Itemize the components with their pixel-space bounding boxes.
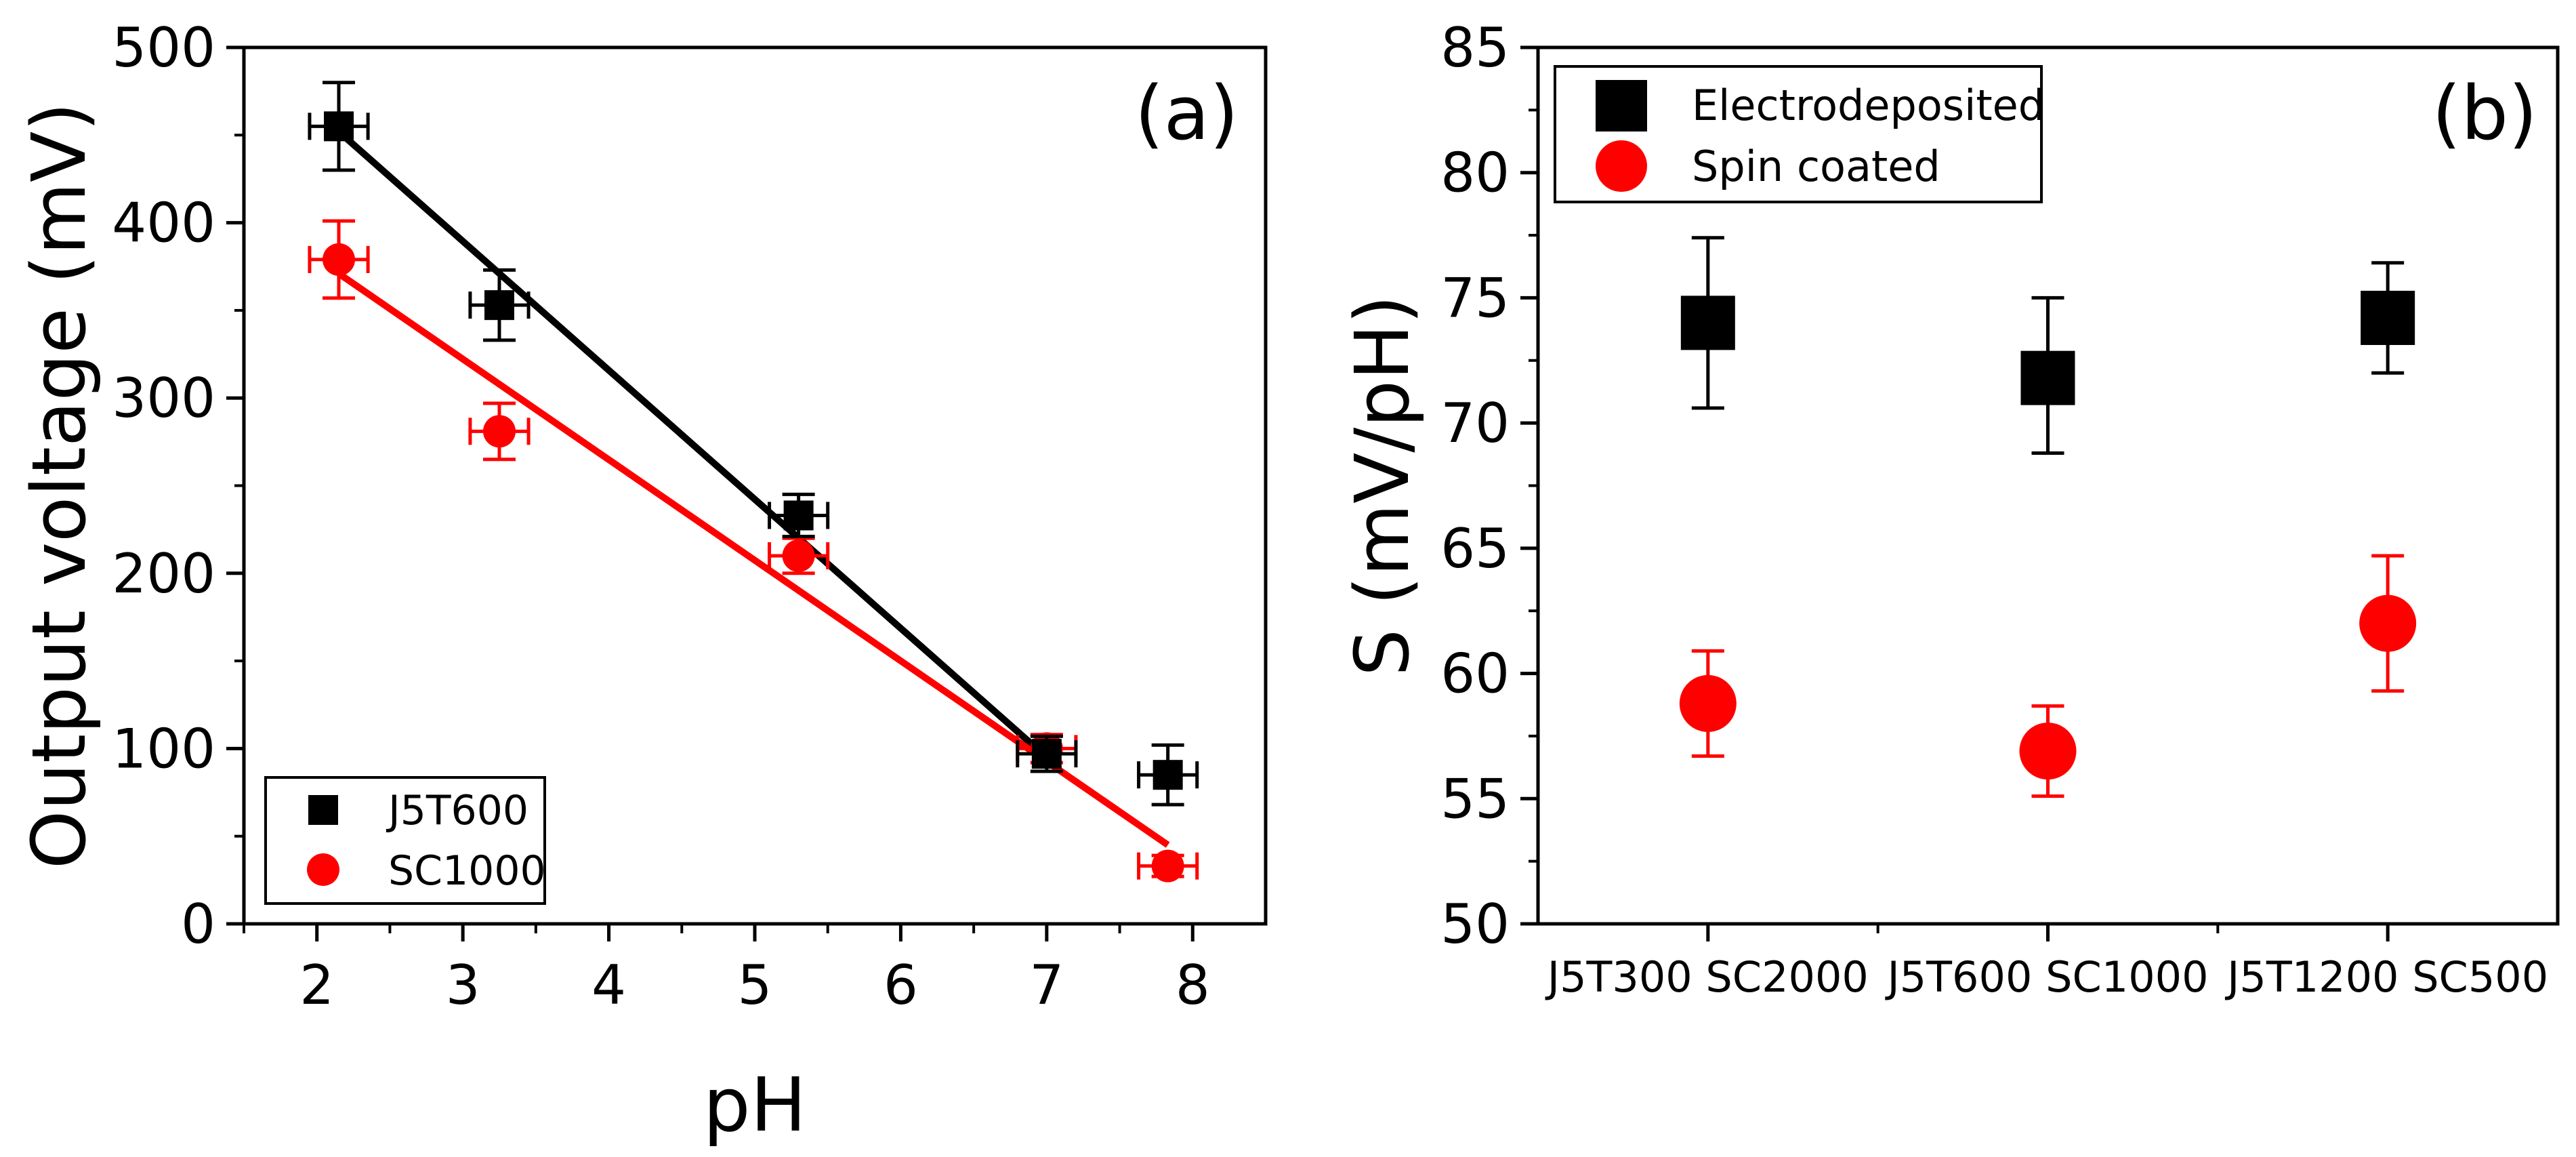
y-tick-label: 55 xyxy=(1440,767,1510,830)
legend-label-sc1000: SC1000 xyxy=(388,847,546,895)
circle-marker xyxy=(323,243,356,276)
fit-line-j5t600 xyxy=(336,129,1050,760)
panel-b-ticks: 50 55 60 65 70 75 80 85 J5T300 SC2000 J5T600 SC10… xyxy=(1440,16,2548,1002)
circle-marker xyxy=(1151,849,1184,882)
legend-marker-spin-coated xyxy=(1596,140,1647,192)
x-tick-label: 3 xyxy=(446,954,480,1017)
legend-label-j5t600: J5T600 xyxy=(386,787,528,834)
y-tick-label: 65 xyxy=(1440,517,1510,580)
circle-marker xyxy=(1679,674,1737,732)
panel-b-data-marks xyxy=(1679,236,2417,798)
y-tick-label: 300 xyxy=(112,367,215,430)
data-point-j5t600 xyxy=(1137,743,1199,807)
data-point-electrodeposited xyxy=(1680,236,1735,410)
data-point-sc1000 xyxy=(768,536,830,575)
square-marker xyxy=(1152,760,1183,790)
x-tick-label: 7 xyxy=(1029,954,1064,1017)
x-tick-label: 2 xyxy=(299,954,334,1017)
data-point-spin-coated xyxy=(1679,649,1737,758)
panel-a-y-axis-label: Output voltage (mV) xyxy=(16,102,102,869)
square-marker xyxy=(324,111,354,142)
y-tick-label: 85 xyxy=(1440,16,1510,79)
y-tick-label: 0 xyxy=(181,893,215,956)
data-point-j5t600 xyxy=(1016,734,1078,773)
x-tick-label: J5T600 SC1000 xyxy=(1884,952,2208,1002)
y-tick-label: 75 xyxy=(1440,266,1510,329)
x-tick-label: 5 xyxy=(738,954,772,1017)
panel-a-chart: 0 100 200 300 400 500 2 3 4 5 6 7 8 (a) Output volta… xyxy=(16,16,1268,1148)
data-point-electrodeposited xyxy=(2020,296,2075,455)
data-point-spin-coated xyxy=(2019,704,2077,798)
legend-marker-j5t600 xyxy=(308,795,338,825)
panel-a-legend: J5T600 SC1000 xyxy=(264,776,546,905)
y-tick-label: 200 xyxy=(112,542,215,605)
panel-a-x-axis-label: pH xyxy=(703,1061,807,1148)
y-tick-label: 60 xyxy=(1440,643,1510,706)
x-tick-label: 8 xyxy=(1176,954,1210,1017)
y-tick-label: 50 xyxy=(1440,893,1510,956)
square-marker xyxy=(1031,739,1062,769)
legend-label-spin-coated: Spin coated xyxy=(1692,142,1940,191)
panel-b-chart: 50 55 60 65 70 75 80 85 J5T300 SC2000 J5T600 SC10… xyxy=(1339,16,2560,1002)
legend-marker-electrodeposited xyxy=(1596,80,1647,131)
data-point-sc1000 xyxy=(1137,849,1199,882)
circle-marker xyxy=(483,415,516,448)
circle-marker xyxy=(2359,594,2417,652)
legend-marker-sc1000 xyxy=(307,853,339,886)
x-tick-label: 6 xyxy=(884,954,918,1017)
x-tick-label: J5T300 SC2000 xyxy=(1545,952,1869,1002)
panel-a-ticks: 0 100 200 300 400 500 2 3 4 5 6 7 8 xyxy=(112,16,1209,1017)
x-tick-label: J5T1200 SC500 xyxy=(2224,952,2548,1002)
data-point-j5t600 xyxy=(308,81,370,172)
data-point-j5t600 xyxy=(468,268,531,342)
panel-b-label: (b) xyxy=(2432,70,2537,157)
data-point-j5t600 xyxy=(768,492,830,538)
y-tick-label: 80 xyxy=(1440,142,1510,205)
y-tick-label: 100 xyxy=(112,717,215,780)
square-marker xyxy=(2020,350,2075,405)
panel-a-plot-frame xyxy=(242,45,1268,926)
data-point-sc1000 xyxy=(468,401,531,462)
panel-b-plot-frame xyxy=(1536,45,2560,926)
panel-b-legend: Electrodeposited Spin coated xyxy=(1554,65,2045,203)
x-tick-label: 4 xyxy=(591,954,626,1017)
data-point-spin-coated xyxy=(2359,554,2417,693)
y-tick-label: 500 xyxy=(112,16,215,79)
data-point-electrodeposited xyxy=(2361,261,2415,375)
legend-label-electrodeposited: Electrodeposited xyxy=(1692,81,2045,130)
square-marker xyxy=(2361,290,2415,345)
panel-a-label: (a) xyxy=(1135,70,1239,157)
circle-marker xyxy=(2019,723,2077,780)
y-tick-label: 70 xyxy=(1440,392,1510,455)
data-point-sc1000 xyxy=(308,219,370,300)
panel-a-data-marks xyxy=(308,81,1199,882)
square-marker xyxy=(1680,296,1735,350)
square-marker xyxy=(484,290,514,321)
square-marker xyxy=(783,500,814,531)
circle-marker xyxy=(782,539,815,572)
panel-b-y-axis-label: S (mV/pH) xyxy=(1339,295,1426,676)
y-tick-label: 400 xyxy=(112,192,215,255)
